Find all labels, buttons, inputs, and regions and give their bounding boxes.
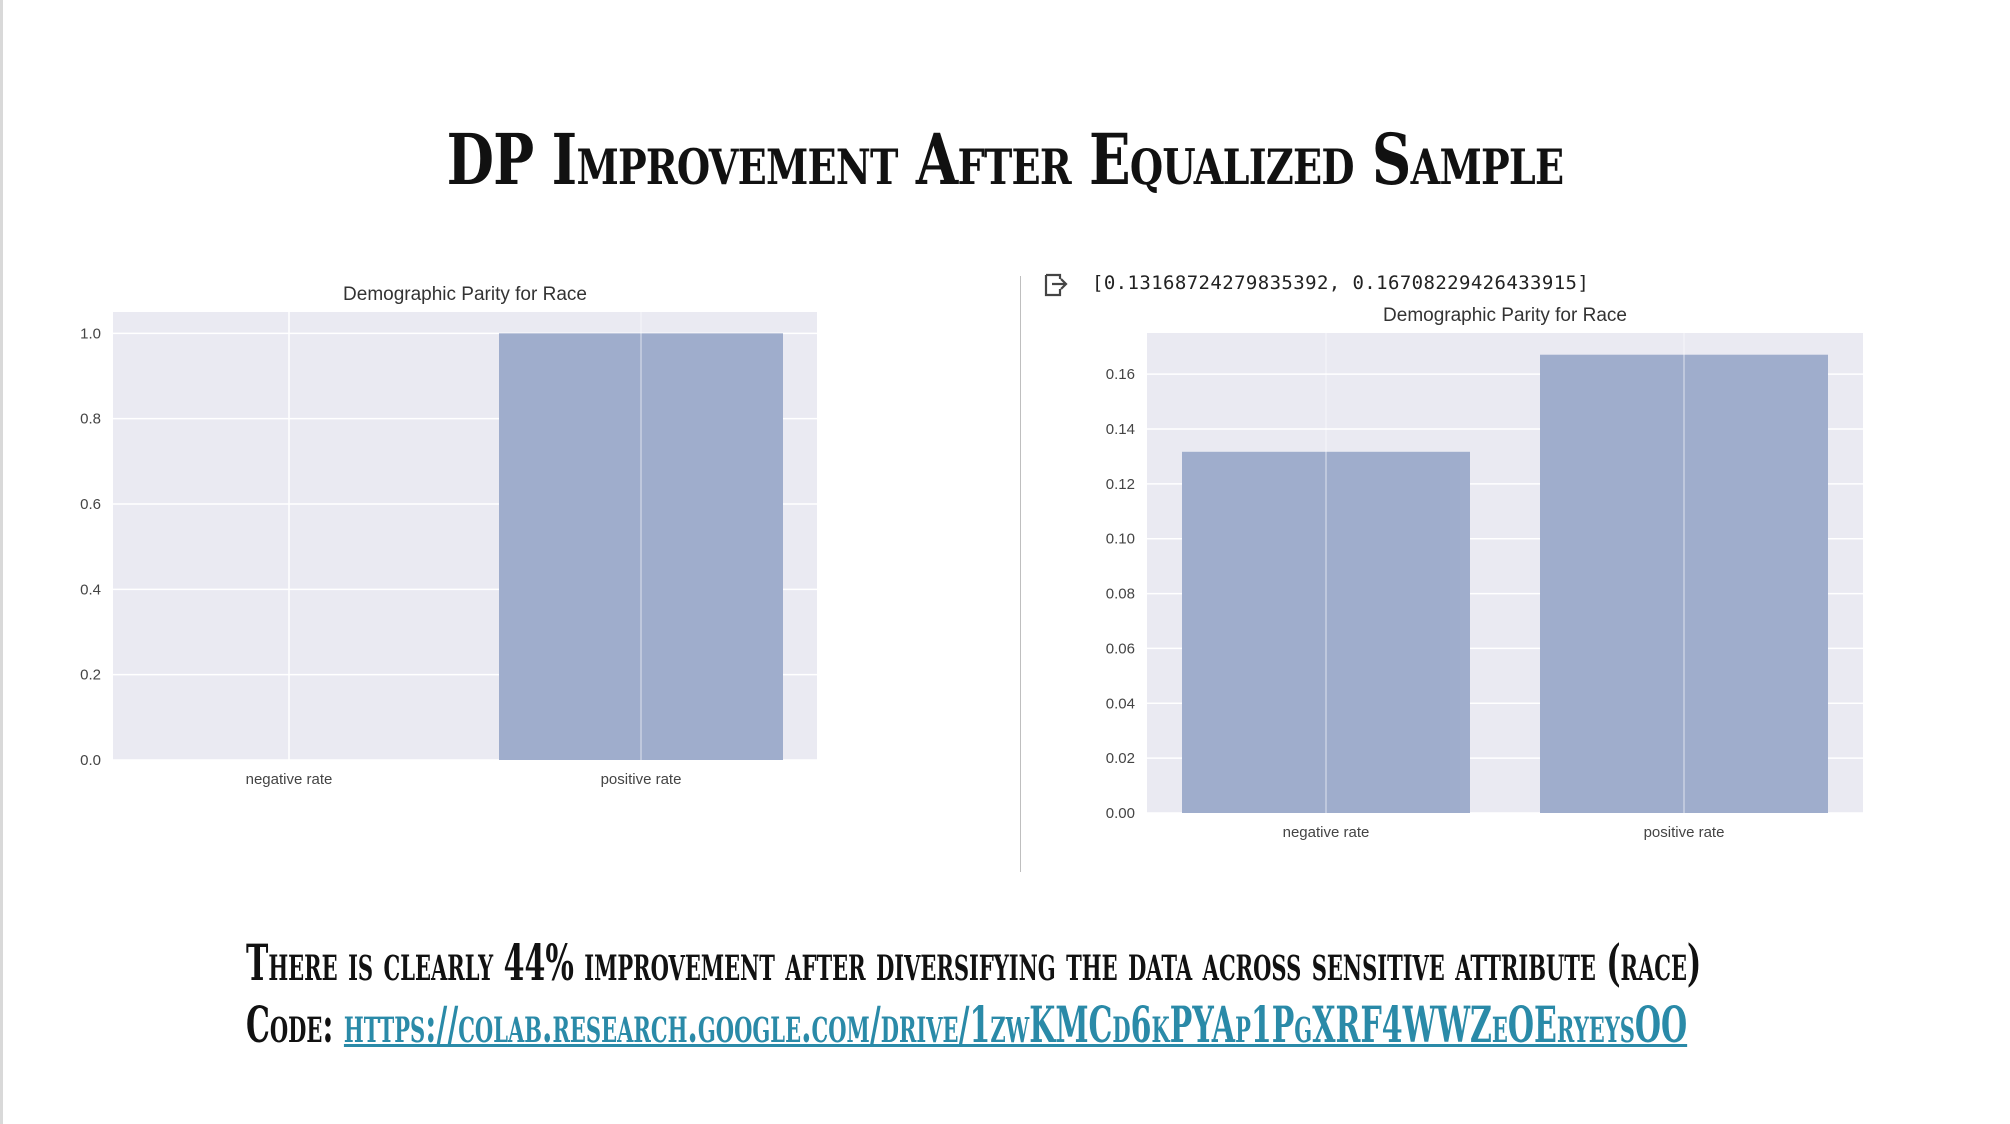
y-tick-label: 0.6 bbox=[80, 496, 101, 513]
y-tick-label: 0.08 bbox=[1106, 586, 1135, 603]
y-tick-label: 0.00 bbox=[1106, 805, 1135, 822]
y-tick-label: 0.02 bbox=[1106, 750, 1135, 767]
y-tick-label: 0.4 bbox=[80, 581, 101, 598]
chart-right: Demographic Parity for Race 0.00 0.02 0.04 0… bbox=[1106, 305, 1863, 841]
x-tick-label: positive rate bbox=[1644, 824, 1725, 841]
code-line: Code: https://colab.research.google.com/… bbox=[246, 994, 1701, 1056]
y-tick-label: 0.14 bbox=[1106, 421, 1135, 438]
y-tick-label: 0.10 bbox=[1106, 531, 1135, 548]
x-tick-label: positive rate bbox=[601, 771, 682, 788]
slide-left-border bbox=[0, 0, 3, 1124]
y-tick-label: 0.16 bbox=[1106, 366, 1135, 383]
y-tick-label: 0.8 bbox=[80, 411, 101, 428]
cell-output-value: [0.13168724279835392, 0.1670822942643391… bbox=[1092, 272, 1590, 294]
code-label: Code: bbox=[246, 995, 334, 1054]
y-tick-label: 1.0 bbox=[80, 325, 101, 342]
y-tick-label: 0.0 bbox=[80, 752, 101, 769]
y-tick-label: 0.2 bbox=[80, 667, 101, 684]
footer-text: There is clearly 44% improvement after d… bbox=[246, 933, 1702, 992]
footer: There is clearly 44% improvement after d… bbox=[246, 932, 1701, 1056]
bar bbox=[499, 333, 783, 760]
chart-title: Demographic Parity for Race bbox=[1383, 305, 1627, 326]
x-tick-label: negative rate bbox=[1283, 824, 1370, 841]
x-tick-label: negative rate bbox=[246, 771, 333, 788]
y-tick-label: 0.12 bbox=[1106, 476, 1135, 493]
slide-title: DP Improvement After Equalized Sample bbox=[446, 118, 1565, 201]
divider bbox=[1020, 276, 1021, 872]
code-link[interactable]: https://colab.research.google.com/drive/… bbox=[343, 995, 1688, 1054]
bar bbox=[1182, 451, 1470, 813]
y-tick-label: 0.06 bbox=[1106, 640, 1135, 657]
bar bbox=[1540, 354, 1828, 813]
chart-left: Demographic Parity for Race 0.0 0.2 0.4 0.6 0… bbox=[80, 284, 817, 788]
output-icon bbox=[1044, 273, 1068, 297]
y-tick-label: 0.04 bbox=[1106, 695, 1135, 712]
chart-title: Demographic Parity for Race bbox=[343, 284, 587, 305]
